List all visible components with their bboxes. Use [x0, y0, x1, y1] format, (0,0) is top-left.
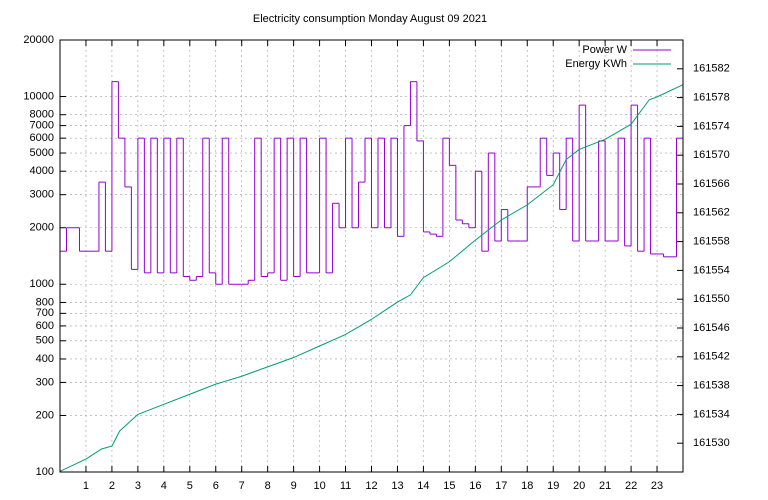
y2-tick-label: 161534: [693, 408, 730, 420]
x-tick-label: 20: [573, 480, 585, 492]
x-tick-label: 14: [417, 480, 429, 492]
y-tick-label: 10000: [23, 90, 54, 102]
y-tick-label: 200: [36, 409, 54, 421]
y2-tick-label: 161554: [693, 264, 730, 276]
x-tick-label: 21: [599, 480, 611, 492]
y2-tick-label: 161578: [693, 92, 730, 104]
chart-title: Electricity consumption Monday August 09…: [253, 13, 487, 25]
y2-tick-label: 161566: [693, 178, 730, 190]
x-tick-label: 22: [625, 480, 637, 492]
y-tick-label: 300: [36, 376, 54, 388]
x-tick-label: 5: [187, 480, 193, 492]
y-tick-label: 3000: [30, 189, 54, 201]
y-tick-label: 6000: [30, 132, 54, 144]
y-tick-label: 400: [36, 353, 54, 365]
x-tick-label: 9: [291, 480, 297, 492]
x-tick-label: 23: [651, 480, 663, 492]
y2-tick-label: 161558: [693, 236, 730, 248]
x-tick-label: 15: [443, 480, 455, 492]
legend-label: Energy KWh: [565, 58, 627, 70]
x-tick-label: 3: [135, 480, 141, 492]
y2-tick-label: 161530: [693, 437, 730, 449]
x-tick-label: 16: [469, 480, 481, 492]
y2-tick-label: 161538: [693, 380, 730, 392]
y-tick-label: 4000: [30, 165, 54, 177]
x-tick-label: 1: [83, 480, 89, 492]
y-tick-label: 100: [36, 466, 54, 478]
x-tick-label: 17: [495, 480, 507, 492]
energy-line: [59, 84, 684, 472]
x-tick-label: 12: [365, 480, 377, 492]
y-tick-label: 600: [36, 320, 54, 332]
x-tick-label: 13: [391, 480, 403, 492]
y-tick-label: 800: [36, 296, 54, 308]
x-tick-label: 10: [313, 480, 325, 492]
x-tick-label: 6: [213, 480, 219, 492]
y-tick-label: 8000: [30, 109, 54, 121]
x-tick-label: 19: [547, 480, 559, 492]
y-tick-label: 5000: [30, 147, 54, 159]
plot-frame: [59, 39, 684, 473]
y2-tick-label: 161546: [693, 322, 730, 334]
y-tick-label: 7000: [30, 120, 54, 132]
legend-label: Power W: [582, 44, 627, 56]
y2-tick-label: 161562: [693, 207, 730, 219]
x-tick-label: 4: [161, 480, 167, 492]
x-tick-label: 11: [340, 480, 351, 492]
y2-tick-label: 161574: [693, 120, 730, 132]
y-tick-label: 1000: [30, 278, 54, 290]
y-tick-label: 500: [36, 335, 54, 347]
x-tick-label: 2: [109, 480, 115, 492]
power-riser: [65, 81, 678, 285]
x-tick-label: 8: [265, 480, 271, 492]
y-tick-label: 700: [36, 307, 54, 319]
y2-tick-label: 161582: [693, 63, 730, 75]
y2-tick-label: 161570: [693, 149, 730, 161]
y2-tick-label: 161542: [693, 351, 730, 363]
y-tick-label: 2000: [30, 222, 54, 234]
x-tick-label: 7: [239, 480, 245, 492]
y2-tick-label: 161550: [693, 293, 730, 305]
x-tick-label: 18: [521, 480, 533, 492]
y-tick-label: 20000: [23, 34, 54, 46]
